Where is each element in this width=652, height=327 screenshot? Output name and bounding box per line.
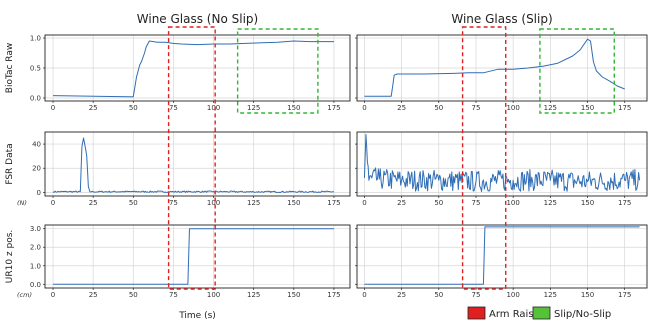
series-line-r2-c0 (53, 229, 334, 285)
x-tick-label: 150 (581, 104, 594, 112)
y-tick-label: 1.0 (30, 35, 41, 43)
y-unit-row1: (N) (17, 199, 27, 207)
region-box-arm-raise-col0 (169, 27, 216, 289)
legend-label-0: Arm Raise (489, 309, 540, 320)
region-box-slip-no-slip-col1 (540, 29, 614, 113)
x-axis-label: Time (s) (178, 311, 216, 321)
x-tick-label: 125 (544, 291, 557, 299)
x-tick-label: 25 (397, 104, 406, 112)
x-tick-label: 100 (207, 199, 220, 207)
y-tick-label: 0 (37, 189, 41, 197)
x-tick-label: 150 (287, 199, 300, 207)
axes-frame (357, 225, 647, 288)
series-line-r1-c1 (364, 134, 639, 191)
y-axis-label-row2: UR10 z pos. (5, 230, 15, 284)
x-tick-label: 150 (287, 104, 300, 112)
chart-title-col1: Wine Glass (Slip) (451, 12, 552, 26)
x-tick-label: 0 (51, 291, 55, 299)
x-tick-label: 175 (618, 199, 631, 207)
legend-label-1: Slip/No-Slip (554, 309, 611, 320)
axes-frame (45, 132, 350, 196)
axes-frame (357, 132, 647, 196)
x-tick-label: 150 (287, 291, 300, 299)
y-tick-label: 0.0 (30, 281, 41, 289)
x-tick-label: 175 (327, 104, 340, 112)
x-tick-label: 125 (247, 104, 260, 112)
x-tick-label: 25 (89, 104, 98, 112)
x-tick-label: 175 (618, 104, 631, 112)
axes-frame (45, 225, 350, 288)
x-tick-label: 25 (397, 199, 406, 207)
x-tick-label: 0 (362, 291, 366, 299)
x-tick-label: 175 (327, 199, 340, 207)
y-axis-label-row1: FSR Data (5, 143, 15, 184)
y-tick-label: 20 (32, 165, 41, 173)
chart-title-col0: Wine Glass (No Slip) (137, 12, 258, 26)
x-tick-label: 50 (434, 291, 443, 299)
x-tick-label: 100 (506, 104, 519, 112)
x-tick-label: 50 (129, 199, 138, 207)
series-line-r1-c0 (53, 138, 334, 192)
y-unit-row2: (cm) (17, 291, 32, 299)
x-tick-label: 125 (544, 199, 557, 207)
y-tick-label: 0.5 (30, 65, 41, 73)
legend-swatch-0 (468, 307, 485, 319)
x-tick-label: 75 (169, 104, 178, 112)
x-tick-label: 100 (506, 291, 519, 299)
series-line-r2-c1 (364, 227, 639, 284)
x-tick-label: 25 (89, 291, 98, 299)
x-tick-label: 125 (247, 291, 260, 299)
x-tick-label: 75 (169, 199, 178, 207)
x-tick-label: 50 (434, 104, 443, 112)
x-tick-label: 150 (581, 291, 594, 299)
x-tick-label: 50 (434, 199, 443, 207)
x-tick-label: 0 (362, 104, 366, 112)
series-line-r0-c0 (53, 41, 334, 97)
y-tick-label: 0.0 (30, 95, 41, 103)
x-tick-label: 100 (506, 199, 519, 207)
x-tick-label: 75 (169, 291, 178, 299)
y-tick-label: 1.0 (30, 262, 41, 270)
y-tick-label: 2.0 (30, 244, 41, 252)
x-tick-label: 175 (327, 291, 340, 299)
x-tick-label: 75 (472, 291, 481, 299)
x-tick-label: 100 (207, 104, 220, 112)
x-tick-label: 0 (362, 199, 366, 207)
y-axis-label-row0: BioTac Raw (5, 43, 15, 93)
x-tick-label: 25 (89, 199, 98, 207)
x-tick-label: 25 (397, 291, 406, 299)
x-tick-label: 50 (129, 291, 138, 299)
x-tick-label: 175 (618, 291, 631, 299)
x-tick-label: 100 (207, 291, 220, 299)
y-tick-label: 3.0 (30, 225, 41, 233)
y-tick-label: 40 (32, 141, 41, 149)
x-tick-label: 125 (544, 104, 557, 112)
legend-swatch-1 (533, 307, 550, 319)
x-tick-label: 75 (472, 104, 481, 112)
x-tick-label: 150 (581, 199, 594, 207)
x-tick-label: 75 (472, 199, 481, 207)
x-tick-label: 50 (129, 104, 138, 112)
x-tick-label: 125 (247, 199, 260, 207)
x-tick-label: 0 (51, 104, 55, 112)
x-tick-label: 0 (51, 199, 55, 207)
